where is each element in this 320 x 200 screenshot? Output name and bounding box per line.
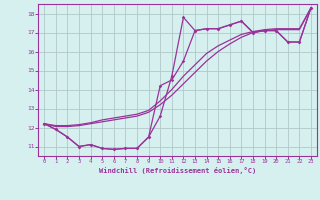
X-axis label: Windchill (Refroidissement éolien,°C): Windchill (Refroidissement éolien,°C) [99, 167, 256, 174]
